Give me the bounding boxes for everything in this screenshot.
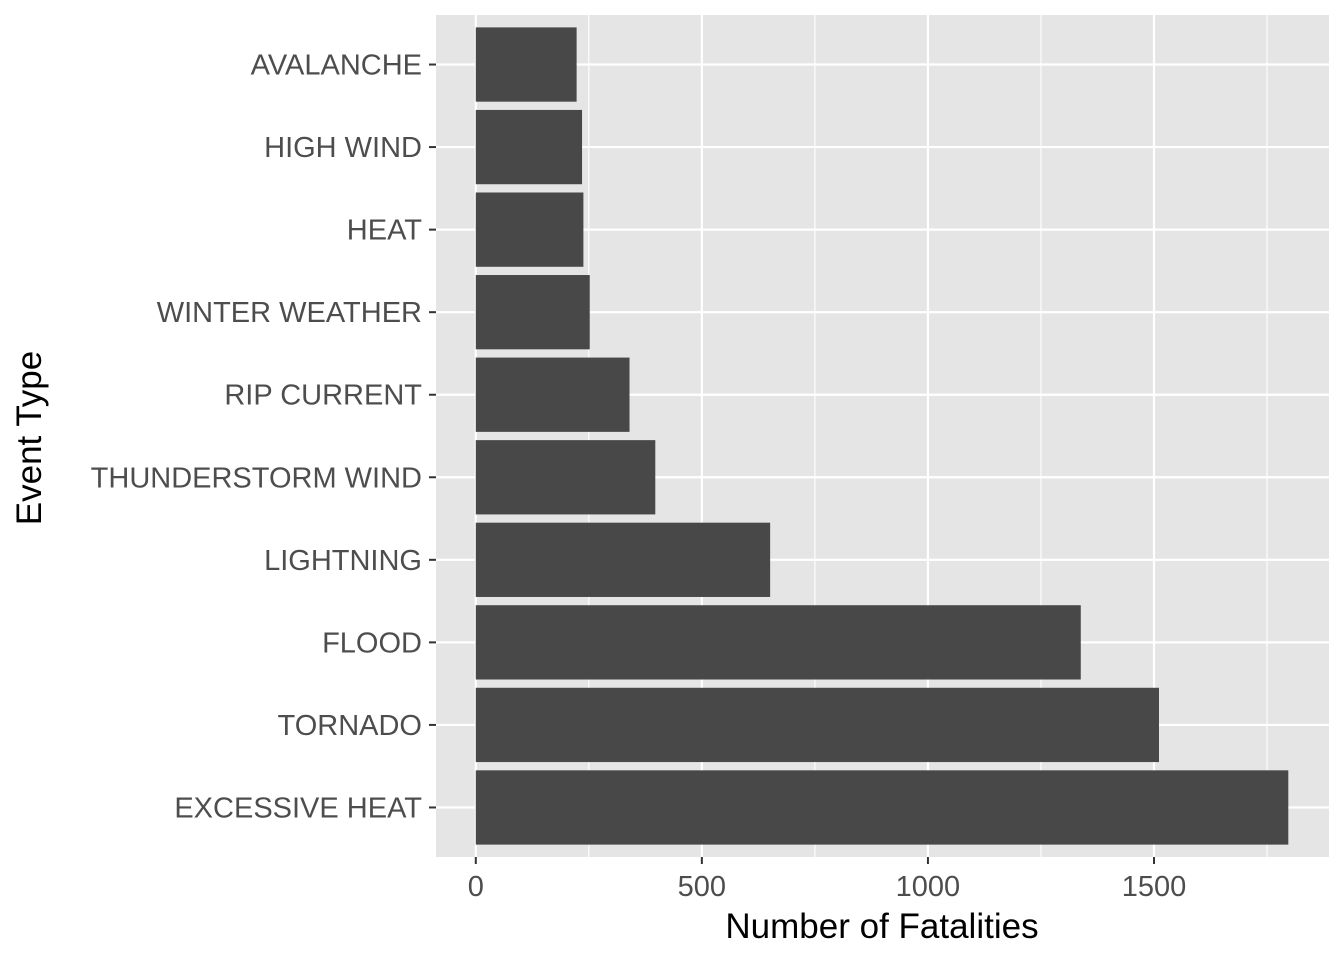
y-tick-label: TORNADO — [278, 710, 422, 742]
x-axis-title: Number of Fatalities — [725, 907, 1038, 946]
bar — [475, 522, 771, 597]
bars — [475, 27, 1289, 845]
x-axis-ticks: 0 500 1000 1500 — [468, 857, 1187, 903]
bar — [475, 192, 584, 267]
y-axis-title: Event Type — [10, 351, 49, 525]
bar — [475, 687, 1159, 763]
y-tick-label: WINTER WEATHER — [157, 297, 422, 329]
y-tick-label: THUNDERSTORM WIND — [91, 462, 422, 494]
x-tick-label: 1500 — [1122, 871, 1187, 903]
bar — [475, 440, 656, 515]
y-tick-label: EXCESSIVE HEAT — [174, 792, 422, 824]
y-tick-label: RIP CURRENT — [224, 380, 422, 412]
bar — [475, 357, 630, 432]
bar — [475, 275, 590, 350]
bar — [475, 109, 583, 185]
y-tick-label: LIGHTNING — [264, 545, 422, 577]
y-tick-label: HEAT — [347, 215, 422, 247]
x-tick-label: 500 — [678, 871, 726, 903]
y-tick-label: AVALANCHE — [251, 50, 422, 82]
x-tick-label: 1000 — [896, 871, 961, 903]
y-tick-label: HIGH WIND — [264, 132, 422, 164]
y-tick-label: FLOOD — [322, 627, 422, 659]
y-axis-ticks: EXCESSIVE HEAT TORNADO FLOOD LIGHTNING THUND… — [91, 50, 436, 824]
bar — [475, 27, 577, 102]
bar — [475, 605, 1081, 680]
x-tick-label: 0 — [468, 871, 484, 903]
bar — [475, 770, 1289, 845]
